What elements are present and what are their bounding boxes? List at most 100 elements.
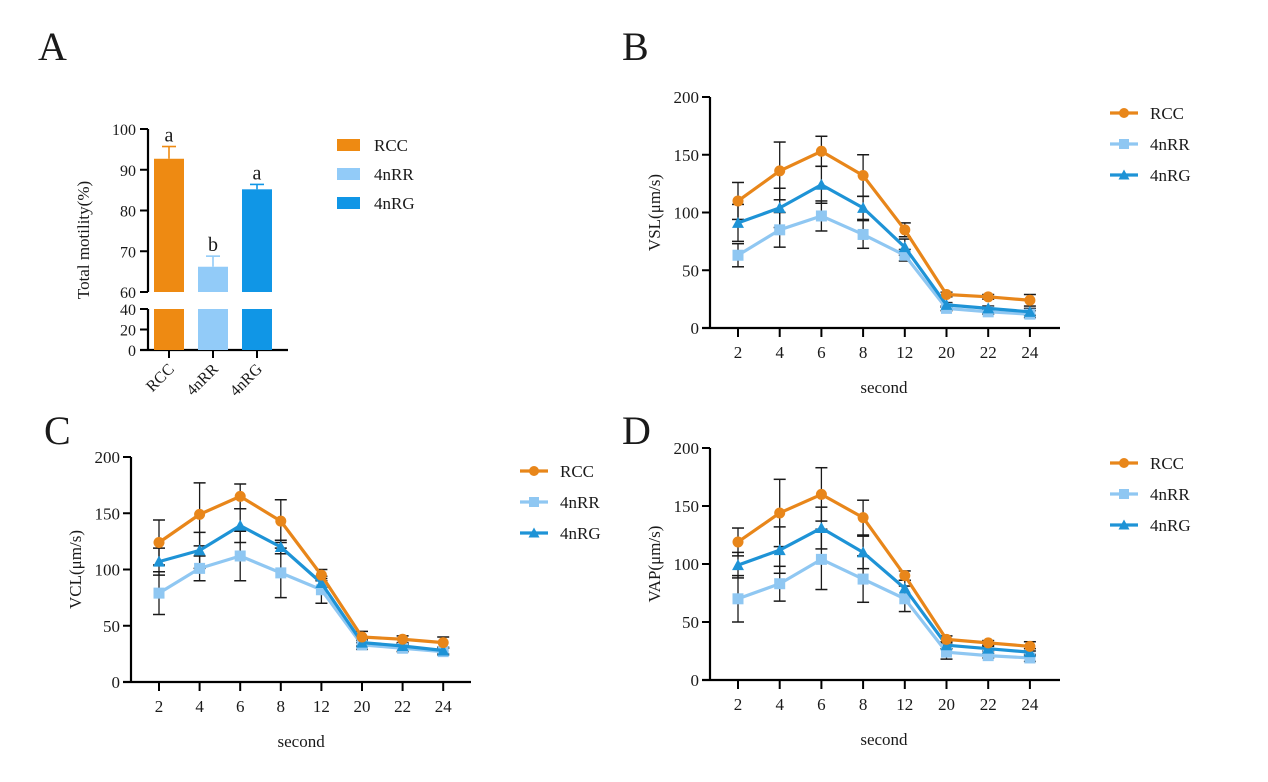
data-point-4nRR — [815, 553, 827, 565]
legend-swatch-4nRR — [337, 168, 360, 180]
data-point-RCC — [194, 508, 206, 520]
y-tick-label: 200 — [674, 88, 700, 107]
data-point-RCC — [815, 145, 827, 157]
data-point-RCC — [356, 631, 368, 643]
y-tick-label: 100 — [674, 204, 700, 223]
x-tick-label: 2 — [734, 343, 743, 362]
data-point-4nRG — [982, 302, 995, 314]
x-tick-label: 12 — [896, 695, 913, 714]
data-point-4nRG — [898, 241, 911, 253]
data-point-4nRG — [857, 201, 870, 213]
panel-label-a: A — [38, 24, 67, 69]
data-point-4nRR — [774, 578, 786, 590]
bar-lower-4nRR — [198, 309, 228, 350]
data-point-RCC — [234, 490, 246, 502]
x-axis-label: second — [860, 378, 908, 397]
data-point-4nRG — [940, 298, 953, 310]
data-point-4nRG — [437, 644, 450, 656]
data-point-4nRR — [815, 210, 827, 222]
y-tick-label: 200 — [95, 448, 121, 467]
y-tick-label: 100 — [674, 555, 700, 574]
data-point-4nRG — [153, 555, 165, 567]
x-tick-label: 24 — [1021, 343, 1039, 362]
data-point-4nRR — [899, 593, 911, 605]
legend-label: 4nRG — [1150, 516, 1191, 535]
data-point-4nRG — [898, 582, 911, 594]
data-point-RCC — [982, 637, 994, 649]
x-tick-label: 4 — [195, 697, 204, 716]
significance-letter: a — [253, 162, 262, 184]
legend-marker-4nRG — [528, 527, 540, 538]
y-tick-label: 70 — [120, 244, 136, 261]
data-point-4nRG — [732, 216, 744, 228]
data-point-4nRG — [773, 201, 786, 213]
data-point-RCC — [732, 195, 744, 207]
x-tick-label: 22 — [980, 343, 997, 362]
y-tick-label: 0 — [128, 343, 136, 360]
bar-lower-4nRG — [242, 309, 272, 350]
series-line-RCC — [737, 492, 1031, 648]
data-point-RCC — [1024, 294, 1036, 306]
legend-label: RCC — [1150, 454, 1184, 473]
data-point-RCC — [941, 289, 952, 301]
y-tick-label: 40 — [120, 302, 136, 319]
legend-marker-4nRG — [1118, 169, 1130, 180]
legend-marker-4nRR — [529, 497, 539, 507]
x-tick-label: 12 — [896, 343, 913, 362]
bar-lower-RCC — [154, 309, 184, 350]
legend-label: 4nRR — [1150, 485, 1190, 504]
series-line-4nRR — [737, 557, 1030, 660]
y-axis-label: VCL(μm/s) — [66, 530, 85, 609]
x-tick-label: 8 — [277, 697, 286, 716]
x-tick-label: 2 — [734, 695, 743, 714]
x-tick-label: 20 — [938, 695, 955, 714]
data-point-4nRR — [732, 249, 744, 261]
data-point-4nRG — [315, 577, 328, 588]
legend-label: 4nRR — [374, 165, 414, 184]
y-tick-label: 150 — [674, 497, 700, 516]
y-tick-label: 100 — [112, 122, 136, 139]
x-tick-label: 6 — [817, 343, 826, 362]
data-point-4nRR — [857, 573, 869, 585]
data-point-4nRR — [857, 228, 869, 240]
y-tick-label: 50 — [682, 261, 699, 280]
x-axis-label: second — [277, 732, 325, 751]
legend-label: 4nRG — [560, 524, 601, 543]
data-point-4nRR — [941, 646, 952, 658]
data-point-4nRG — [857, 546, 870, 558]
legend-swatch-RCC — [337, 139, 360, 151]
data-point-RCC — [815, 488, 827, 500]
significance-letter: b — [208, 234, 218, 256]
legend-label: 4nRG — [1150, 166, 1191, 185]
x-tick-label: 24 — [1021, 695, 1039, 714]
x-tick-label: 4nRG — [227, 360, 266, 399]
y-tick-label: 150 — [674, 146, 700, 165]
data-point-4nRG — [274, 541, 287, 552]
legend-label: RCC — [1150, 104, 1184, 123]
data-point-RCC — [275, 515, 287, 527]
data-point-RCC — [437, 637, 449, 649]
x-tick-label: 8 — [859, 343, 868, 362]
y-axis-label: Total motility(%) — [74, 181, 93, 299]
y-tick-label: 100 — [95, 561, 121, 580]
series-line-4nRG — [737, 183, 1031, 314]
y-tick-label: 0 — [691, 671, 700, 690]
x-axis-label: second — [860, 730, 908, 749]
data-point-RCC — [153, 537, 165, 548]
panel-label-c: C — [44, 408, 71, 453]
data-point-4nRR — [275, 567, 287, 579]
y-tick-label: 0 — [112, 673, 121, 692]
legend-marker-4nRG — [1118, 519, 1130, 530]
data-point-4nRR — [153, 587, 165, 599]
data-point-4nRR — [774, 224, 786, 236]
data-point-RCC — [941, 633, 952, 645]
y-tick-label: 90 — [120, 163, 136, 180]
x-tick-label: 24 — [435, 697, 453, 716]
x-tick-label: 22 — [980, 695, 997, 714]
data-point-4nRR — [234, 550, 246, 562]
data-point-4nRR — [732, 593, 744, 605]
data-point-4nRR — [315, 584, 327, 596]
